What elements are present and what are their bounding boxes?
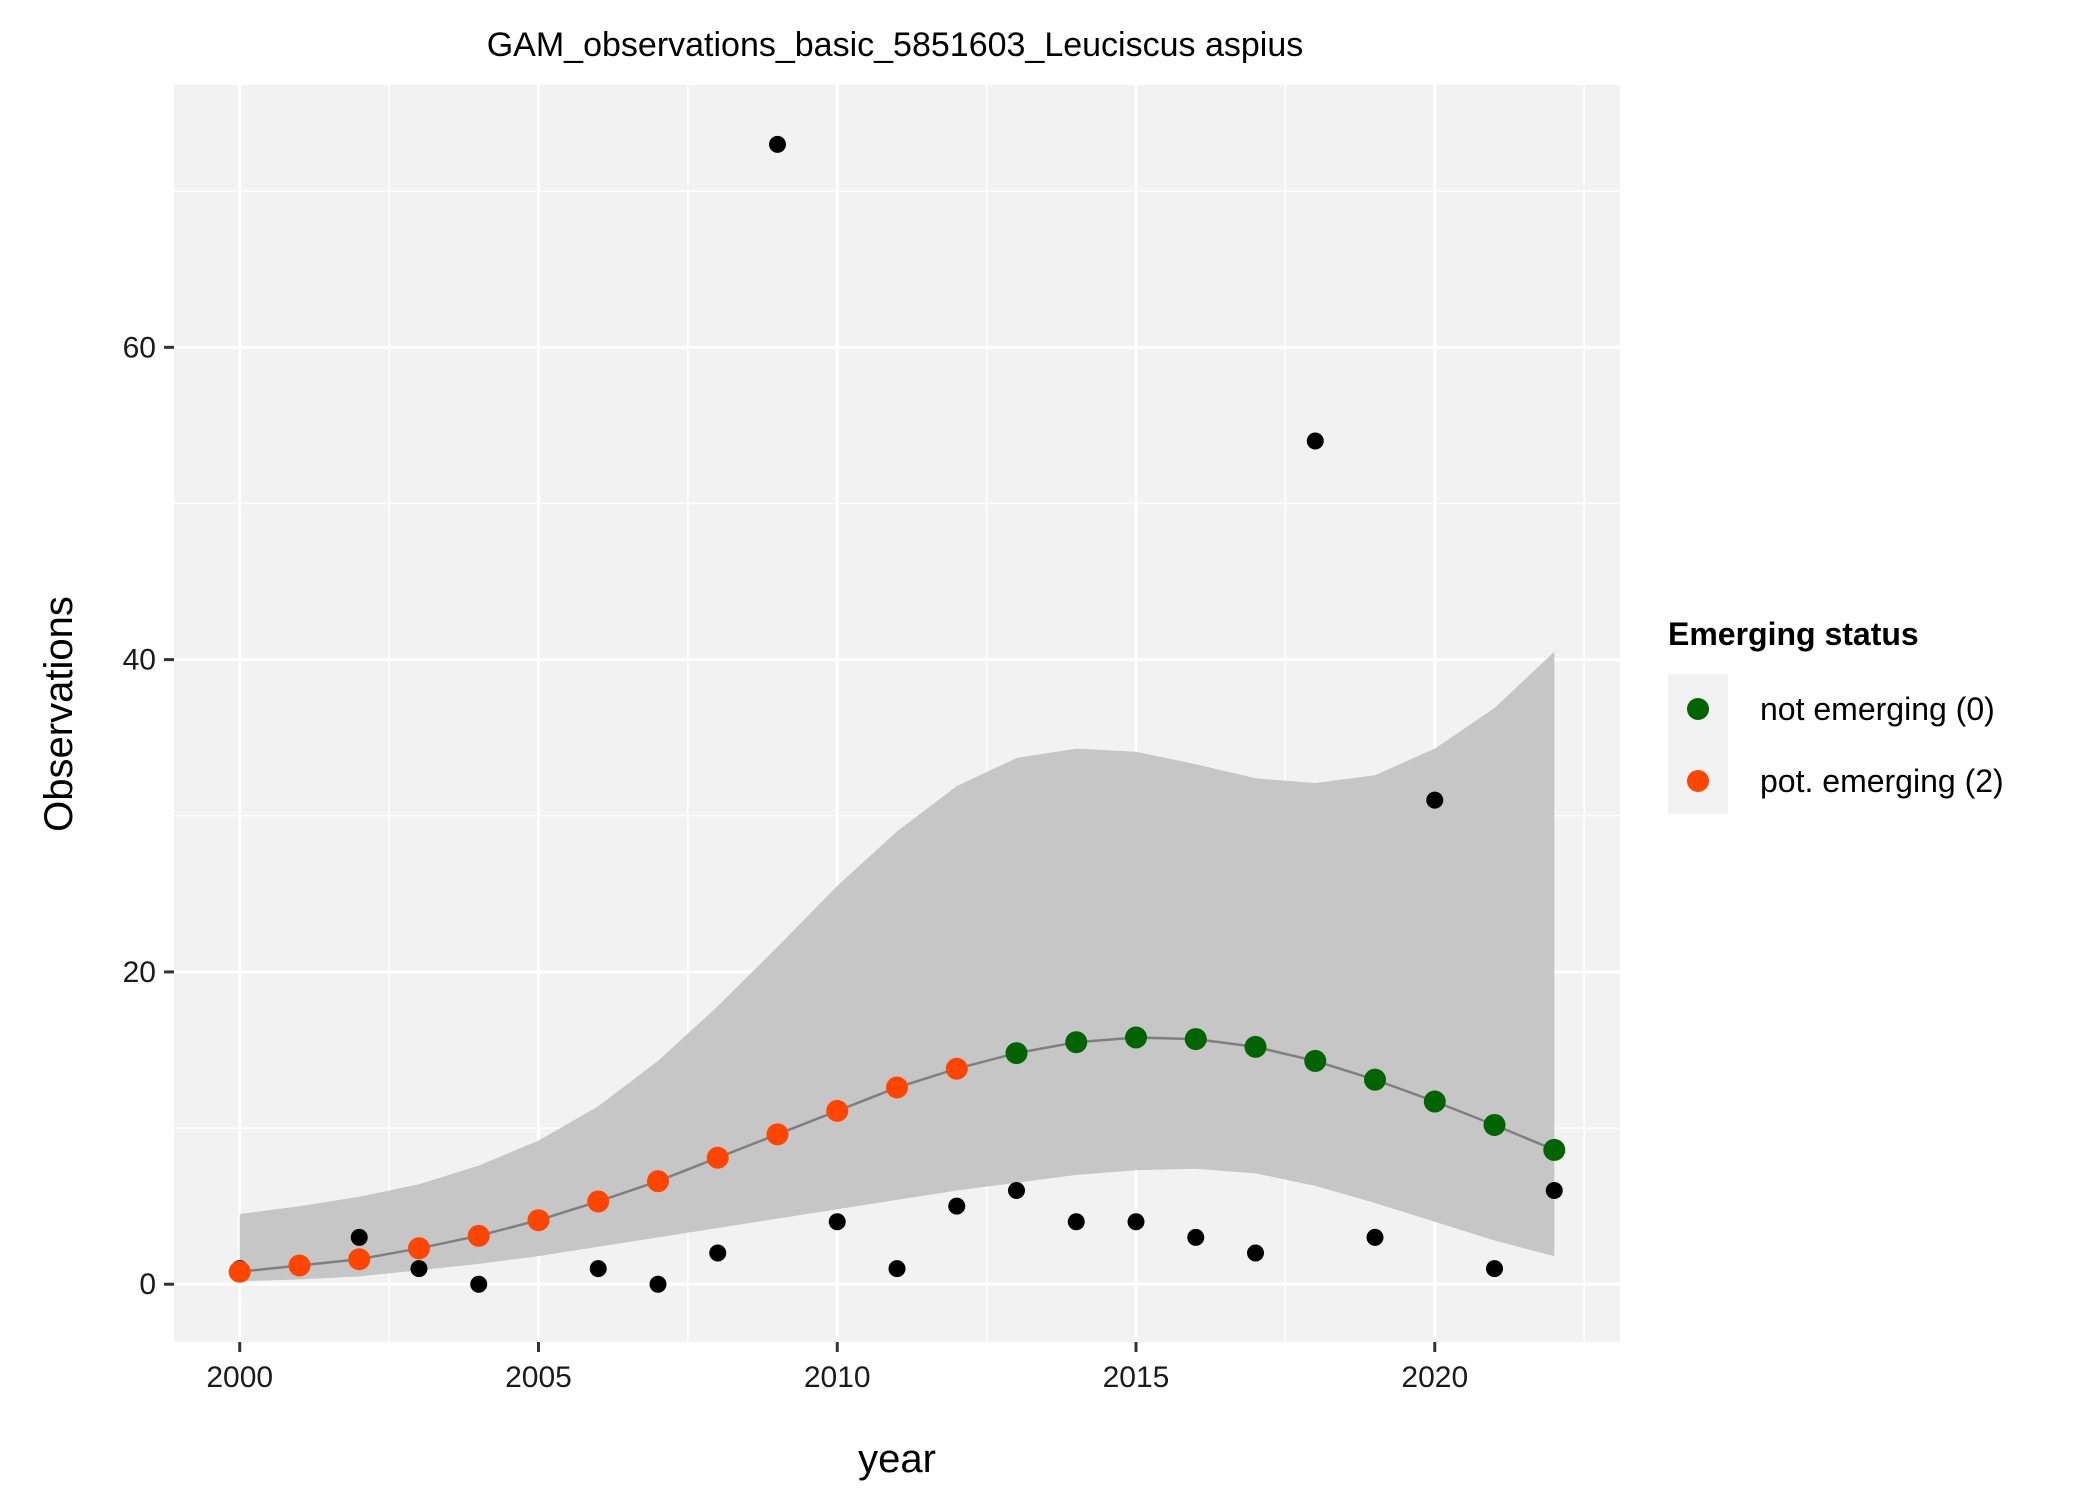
observed-point — [470, 1275, 488, 1293]
observed-point — [1008, 1182, 1026, 1200]
legend-title: Emerging status — [1668, 616, 1919, 652]
fitted-point — [587, 1190, 610, 1213]
fitted-point — [228, 1260, 251, 1283]
fitted-point — [1005, 1042, 1028, 1065]
x-tick-label: 2015 — [1103, 1361, 1170, 1394]
fitted-point — [407, 1237, 430, 1260]
observed-point — [888, 1260, 906, 1278]
observed-point — [1247, 1244, 1265, 1262]
confidence-band — [239, 651, 1555, 1282]
observed-point — [1545, 1182, 1563, 1200]
fitted-point — [1483, 1113, 1506, 1136]
y-tick-label: 0 — [139, 1268, 156, 1301]
fitted-point — [1423, 1090, 1446, 1113]
y-tick-label: 40 — [123, 644, 156, 677]
legend-key-not-emerging — [1687, 698, 1709, 720]
y-tick-label: 20 — [123, 956, 156, 989]
x-axis-title: year — [858, 1437, 936, 1481]
fitted-point — [1184, 1028, 1207, 1051]
x-tick-label: 2020 — [1401, 1361, 1468, 1394]
observed-point — [1127, 1213, 1145, 1231]
fitted-point — [467, 1224, 490, 1247]
observed-point — [1187, 1228, 1205, 1246]
y-axis: 0 20 40 60 — [123, 331, 174, 1301]
legend: Emerging status not emerging (0) pot. em… — [1668, 616, 2004, 814]
x-tick-label: 2000 — [206, 1361, 273, 1394]
observed-point — [649, 1275, 667, 1293]
x-tick-label: 2010 — [804, 1361, 871, 1394]
x-tick-label: 2005 — [505, 1361, 572, 1394]
fitted-point — [945, 1057, 968, 1080]
observed-point — [709, 1244, 727, 1262]
observed-point — [828, 1213, 846, 1231]
observed-point — [589, 1260, 607, 1278]
observed-point — [350, 1228, 368, 1246]
fitted-point — [527, 1209, 550, 1232]
legend-label-pot-emerging: pot. emerging (2) — [1760, 763, 2004, 799]
observed-point — [1366, 1228, 1384, 1246]
fitted-point — [706, 1146, 729, 1169]
fitted-point — [1244, 1035, 1267, 1058]
x-axis: 2000 2005 2010 2015 2020 — [206, 1342, 1468, 1394]
fitted-point — [1065, 1031, 1088, 1054]
fitted-point — [1125, 1026, 1148, 1049]
fitted-point — [766, 1123, 789, 1146]
fitted-point — [826, 1099, 849, 1122]
legend-key-pot-emerging — [1687, 770, 1709, 792]
observed-point — [948, 1197, 966, 1215]
fitted-point — [348, 1248, 371, 1271]
y-tick-label: 60 — [123, 331, 156, 364]
fitted-points — [228, 1026, 1566, 1283]
fitted-point — [1364, 1068, 1387, 1091]
chart-title: GAM_observations_basic_5851603_Leuciscus… — [487, 26, 1304, 64]
legend-label-not-emerging: not emerging (0) — [1760, 691, 1995, 727]
fitted-point — [886, 1076, 908, 1099]
y-axis-title: Observations — [37, 596, 81, 832]
fitted-point — [646, 1170, 669, 1193]
observed-point — [1426, 791, 1444, 809]
fitted-point — [288, 1254, 311, 1277]
observed-point — [1486, 1260, 1504, 1278]
grid-major — [174, 85, 1620, 1342]
observed-point — [1306, 432, 1324, 450]
observed-point — [1067, 1213, 1085, 1231]
observed-point — [768, 135, 786, 153]
observed-point — [410, 1260, 428, 1278]
fitted-point — [1304, 1049, 1327, 1072]
fitted-point — [1543, 1138, 1566, 1161]
